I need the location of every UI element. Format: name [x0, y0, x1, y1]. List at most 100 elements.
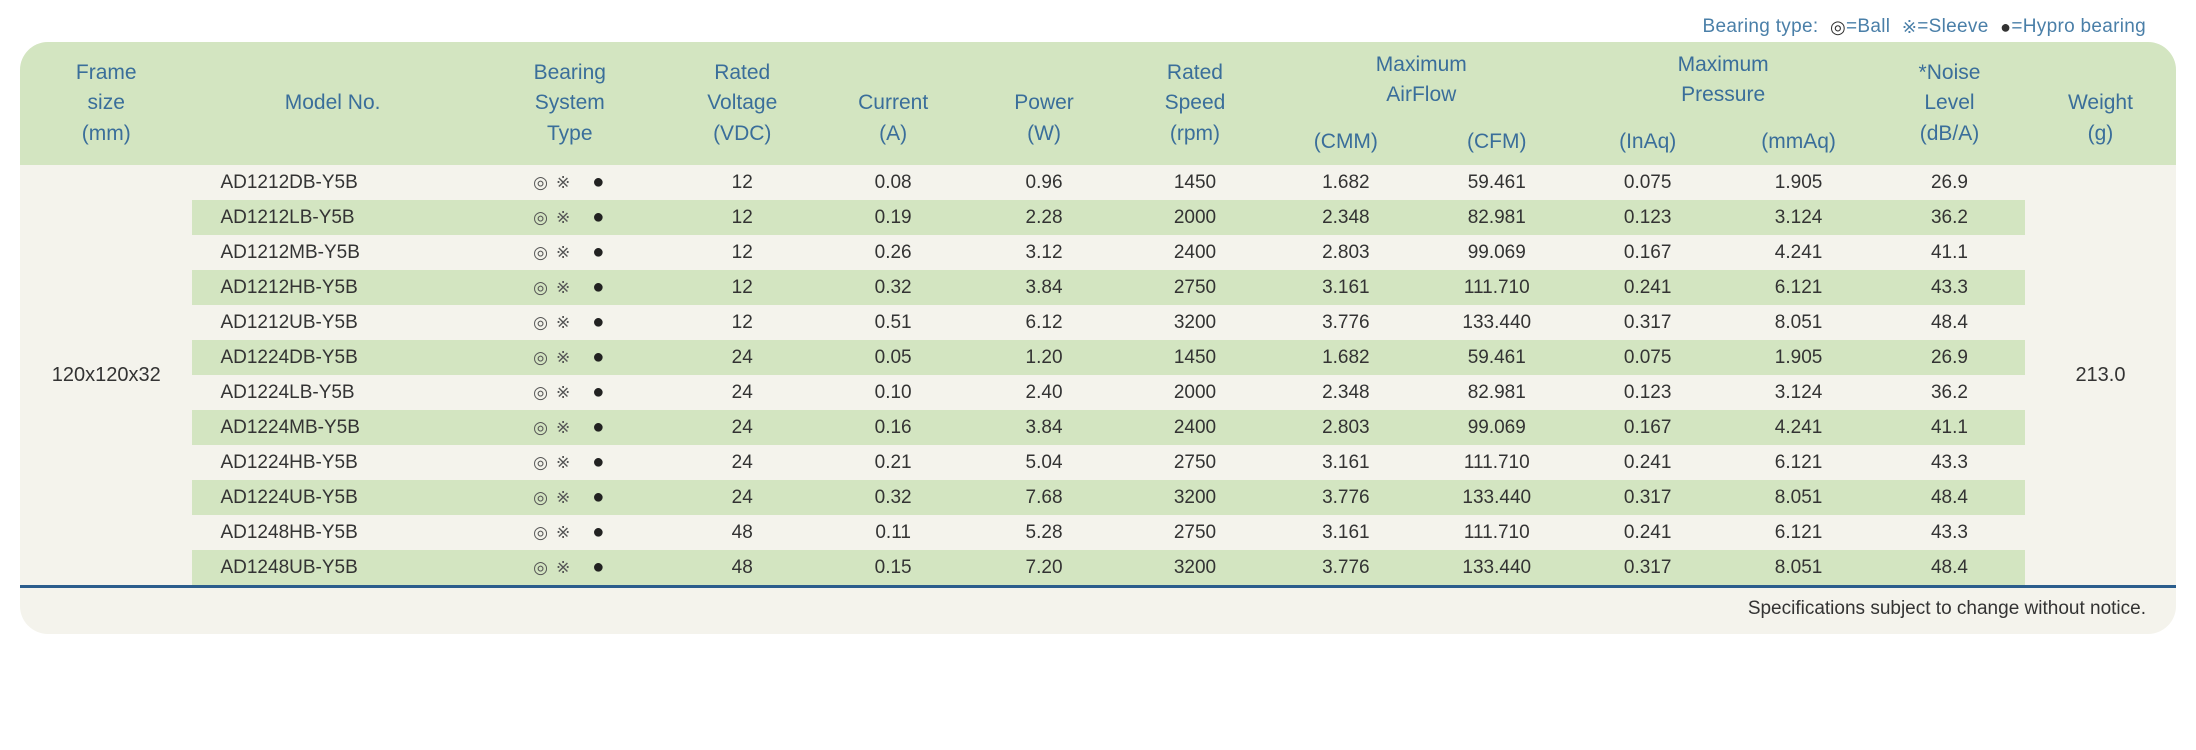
inaq-cell: 0.241: [1572, 445, 1723, 480]
sleeve-icon: ※: [556, 348, 572, 367]
power-cell: 3.84: [969, 410, 1120, 445]
table-row: AD1224UB-Y5B◎※●240.327.6832003.776133.44…: [20, 480, 2176, 515]
legend-sleeve: ※=Sleeve: [1902, 16, 1989, 38]
model-cell: AD1248HB-Y5B: [192, 515, 472, 550]
inaq-cell: 0.075: [1572, 165, 1723, 200]
voltage-cell: 24: [667, 340, 818, 375]
sleeve-icon: ※: [556, 313, 572, 332]
current-cell: 0.11: [818, 515, 969, 550]
inaq-cell: 0.241: [1572, 515, 1723, 550]
table-row: AD1248HB-Y5B◎※●480.115.2827503.161111.71…: [20, 515, 2176, 550]
ball-icon: ◎: [533, 488, 550, 507]
header-current: Current (A): [818, 42, 969, 165]
speed-cell: 2000: [1120, 375, 1271, 410]
speed-cell: 3200: [1120, 480, 1271, 515]
power-cell: 3.12: [969, 235, 1120, 270]
header-cfm: (CFM): [1421, 119, 1572, 165]
bearing-cell: ◎※●: [473, 550, 667, 585]
header-weight: Weight (g): [2025, 42, 2176, 165]
power-cell: 2.40: [969, 375, 1120, 410]
cfm-cell: 82.981: [1421, 375, 1572, 410]
speed-cell: 3200: [1120, 305, 1271, 340]
noise-cell: 36.2: [1874, 200, 2025, 235]
power-cell: 0.96: [969, 165, 1120, 200]
noise-cell: 43.3: [1874, 445, 2025, 480]
hypro-icon: ●: [592, 451, 606, 473]
ball-icon: ◎: [533, 173, 550, 192]
noise-cell: 26.9: [1874, 340, 2025, 375]
table-body: 120x120x32AD1212DB-Y5B◎※●120.080.9614501…: [20, 165, 2176, 585]
mmaq-cell: 4.241: [1723, 235, 1874, 270]
hypro-icon: ●: [592, 416, 606, 438]
spec-table-container: Frame size (mm) Model No. Bearing System…: [20, 42, 2176, 634]
cmm-cell: 1.682: [1270, 165, 1421, 200]
cfm-cell: 111.710: [1421, 445, 1572, 480]
footnote: Specifications subject to change without…: [20, 588, 2176, 634]
mmaq-cell: 1.905: [1723, 165, 1874, 200]
table-row: AD1224HB-Y5B◎※●240.215.0427503.161111.71…: [20, 445, 2176, 480]
power-cell: 5.04: [969, 445, 1120, 480]
power-cell: 7.20: [969, 550, 1120, 585]
noise-cell: 43.3: [1874, 515, 2025, 550]
sleeve-icon: ※: [556, 243, 572, 262]
voltage-cell: 24: [667, 410, 818, 445]
mmaq-cell: 8.051: [1723, 305, 1874, 340]
model-cell: AD1224MB-Y5B: [192, 410, 472, 445]
cmm-cell: 3.161: [1270, 445, 1421, 480]
noise-cell: 26.9: [1874, 165, 2025, 200]
voltage-cell: 24: [667, 480, 818, 515]
sleeve-icon: ※: [556, 523, 572, 542]
cfm-cell: 111.710: [1421, 515, 1572, 550]
header-airflow: Maximum AirFlow: [1270, 42, 1572, 119]
bearing-cell: ◎ ※ ●: [473, 480, 667, 515]
current-cell: 0.32: [818, 270, 969, 305]
header-speed: Rated Speed (rpm): [1120, 42, 1271, 165]
bearing-cell: ◎※●: [473, 200, 667, 235]
mmaq-cell: 8.051: [1723, 480, 1874, 515]
cmm-cell: 2.803: [1270, 235, 1421, 270]
speed-cell: 2750: [1120, 445, 1271, 480]
table-row: AD1224LB-Y5B◎※●240.102.4020002.34882.981…: [20, 375, 2176, 410]
header-mmaq: (mmAq): [1723, 119, 1874, 165]
hypro-icon: ●: [592, 486, 606, 508]
noise-cell: 41.1: [1874, 410, 2025, 445]
cmm-cell: 3.161: [1270, 270, 1421, 305]
spec-table: Frame size (mm) Model No. Bearing System…: [20, 42, 2176, 585]
model-cell: AD1212UB-Y5B: [192, 305, 472, 340]
legend-label: Bearing type:: [1703, 16, 1819, 37]
voltage-cell: 24: [667, 445, 818, 480]
sleeve-icon: ※: [556, 383, 572, 402]
hypro-icon: ●: [592, 381, 606, 403]
noise-cell: 41.1: [1874, 235, 2025, 270]
mmaq-cell: 6.121: [1723, 445, 1874, 480]
hypro-icon: ●: [592, 311, 606, 333]
cmm-cell: 3.161: [1270, 515, 1421, 550]
inaq-cell: 0.317: [1572, 305, 1723, 340]
current-cell: 0.10: [818, 375, 969, 410]
current-cell: 0.16: [818, 410, 969, 445]
voltage-cell: 12: [667, 305, 818, 340]
bearing-cell: ◎※●: [473, 305, 667, 340]
header-noise: *Noise Level (dB/A): [1874, 42, 2025, 165]
hypro-icon: ●: [592, 206, 606, 228]
current-cell: 0.05: [818, 340, 969, 375]
model-cell: AD1224HB-Y5B: [192, 445, 472, 480]
model-cell: AD1212LB-Y5B: [192, 200, 472, 235]
table-row: AD1212MB-Y5B◎※●120.263.1224002.80399.069…: [20, 235, 2176, 270]
mmaq-cell: 6.121: [1723, 515, 1874, 550]
voltage-cell: 12: [667, 235, 818, 270]
header-voltage: Rated Voltage (VDC): [667, 42, 818, 165]
cmm-cell: 3.776: [1270, 550, 1421, 585]
power-cell: 5.28: [969, 515, 1120, 550]
cfm-cell: 82.981: [1421, 200, 1572, 235]
noise-cell: 43.3: [1874, 270, 2025, 305]
current-cell: 0.15: [818, 550, 969, 585]
sleeve-icon: ※: [556, 488, 572, 507]
model-cell: AD1224UB-Y5B: [192, 480, 472, 515]
cfm-cell: 133.440: [1421, 480, 1572, 515]
cfm-cell: 59.461: [1421, 340, 1572, 375]
noise-cell: 48.4: [1874, 480, 2025, 515]
cmm-cell: 2.803: [1270, 410, 1421, 445]
cfm-cell: 133.440: [1421, 550, 1572, 585]
header-inaq: (InAq): [1572, 119, 1723, 165]
